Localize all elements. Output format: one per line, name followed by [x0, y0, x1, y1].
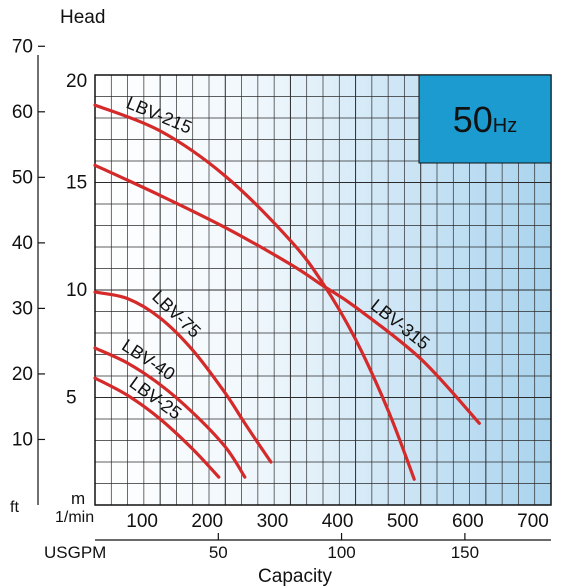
ft-tick-label-70: 70: [12, 36, 33, 57]
frequency-badge-box: [418, 74, 552, 164]
usgpm-tick-label-50: 50: [209, 543, 228, 562]
usgpm-tick-label-100: 100: [327, 543, 355, 562]
x-tick-label-500: 500: [387, 511, 419, 532]
frequency-unit: Hz: [493, 115, 517, 137]
y-axis-label: Head: [60, 7, 105, 28]
unit-lpm: 1/min: [55, 509, 94, 526]
unit-ft: ft: [10, 499, 19, 516]
usgpm-axis: 50 100 150: [95, 533, 551, 562]
unit-m: m: [71, 489, 85, 508]
m-tick-label-10: 10: [66, 280, 87, 301]
plot-frame: [94, 74, 552, 506]
ft-tick-label-20: 20: [12, 364, 33, 385]
m-tick-label-20: 20: [66, 71, 87, 92]
m-axis: 5 10 15 20: [66, 71, 87, 409]
curves: [93, 103, 481, 481]
x-axis-label: Capacity: [258, 566, 332, 587]
x-tick-label-700: 700: [517, 511, 549, 532]
x-tick-label-100: 100: [126, 511, 158, 532]
ft-tick-label-60: 60: [12, 102, 33, 123]
x-tick-label-300: 300: [257, 511, 289, 532]
curve-lbv-40: [93, 346, 247, 479]
unit-usgpm: USGPM: [44, 543, 106, 562]
ft-tick-label-50: 50: [12, 167, 33, 188]
x-axis: 100 200 300 400 500 600 700: [126, 511, 549, 532]
x-tick-label-200: 200: [191, 511, 223, 532]
ft-tick-label-10: 10: [12, 429, 33, 450]
curve-lbv-215: [93, 103, 416, 481]
ft-tick-label-30: 30: [12, 298, 33, 319]
svg-text:50Hz: 50Hz: [453, 99, 518, 140]
m-tick-label-15: 15: [66, 173, 87, 194]
ft-axis: 10 20 30 40 50 60 70: [12, 36, 45, 505]
curve-lbv-25: [93, 376, 221, 479]
usgpm-tick-label-150: 150: [451, 543, 479, 562]
frequency-badge: 50Hz: [418, 74, 552, 164]
m-tick-label-5: 5: [66, 388, 77, 409]
x-tick-label-400: 400: [322, 511, 354, 532]
curve-lbv-75: [93, 290, 273, 464]
ft-tick-label-40: 40: [12, 233, 33, 254]
x-tick-label-600: 600: [452, 511, 484, 532]
frequency-value: 50: [453, 99, 493, 140]
curve-lbv-315: [93, 163, 481, 425]
